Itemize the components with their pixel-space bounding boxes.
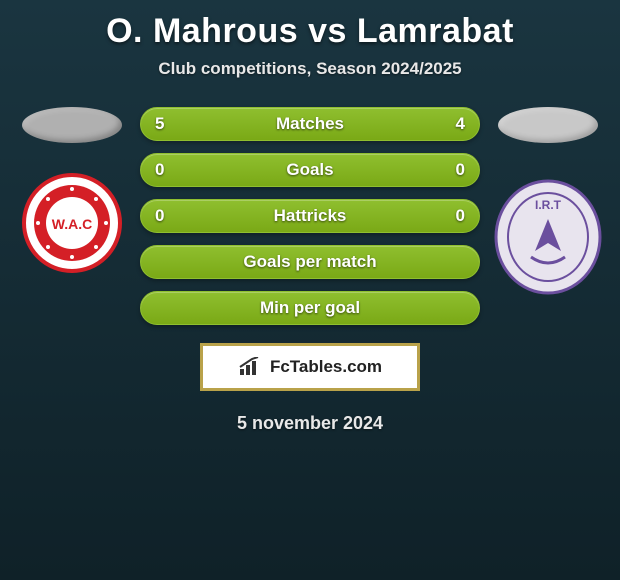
stat-label: Goals: [286, 160, 333, 180]
comparison-content: W.A.C 5 Matches 4 0 Goals 0 0 Hattricks 0 Goals p…: [0, 107, 620, 325]
stat-bar: 5 Matches 4: [140, 107, 480, 141]
svg-text:I.R.T: I.R.T: [535, 198, 562, 212]
left-column: W.A.C: [22, 107, 122, 273]
brand-text: FcTables.com: [270, 357, 382, 377]
wac-badge-icon: W.A.C: [22, 173, 122, 273]
svg-text:W.A.C: W.A.C: [52, 216, 92, 232]
stat-label: Matches: [276, 114, 344, 134]
stat-label: Hattricks: [274, 206, 347, 226]
subtitle: Club competitions, Season 2024/2025: [0, 59, 620, 79]
stat-value-right: 0: [456, 206, 465, 226]
stat-value-right: 0: [456, 160, 465, 180]
stat-label: Goals per match: [243, 252, 376, 272]
stat-bars: 5 Matches 4 0 Goals 0 0 Hattricks 0 Goals per mat…: [140, 107, 480, 325]
stat-bar: Min per goal: [140, 291, 480, 325]
player-silhouette-left: [22, 107, 122, 143]
stat-label: Min per goal: [260, 298, 360, 318]
date: 5 november 2024: [0, 413, 620, 434]
player-silhouette-right: [498, 107, 598, 143]
stat-value-left: 0: [155, 160, 164, 180]
stat-value-right: 4: [456, 114, 465, 134]
stat-bar: 0 Goals 0: [140, 153, 480, 187]
page-title: O. Mahrous vs Lamrabat: [0, 0, 620, 59]
stat-value-left: 0: [155, 206, 164, 226]
wac-badge: W.A.C: [22, 173, 122, 273]
irt-badge-icon: I.R.T: [493, 179, 603, 299]
stat-bar: Goals per match: [140, 245, 480, 279]
stat-bar: 0 Hattricks 0: [140, 199, 480, 233]
chart-icon: [238, 357, 264, 377]
irt-badge: I.R.T: [493, 179, 603, 299]
brand-watermark: FcTables.com: [200, 343, 420, 391]
stat-value-left: 5: [155, 114, 164, 134]
right-column: I.R.T: [498, 107, 598, 299]
